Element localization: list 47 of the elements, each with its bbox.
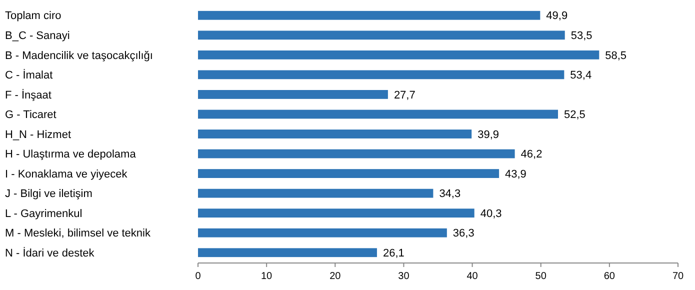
data-label: 49,9 [546, 10, 568, 22]
bar [198, 149, 515, 158]
x-tick-label: 0 [195, 271, 202, 282]
x-tick-label: 60 [604, 271, 616, 282]
x-tick-label: 10 [261, 271, 273, 282]
bar [198, 50, 600, 60]
y-tick-label: Toplam ciro [5, 10, 62, 22]
bar [198, 10, 540, 20]
x-tick-label: 40 [466, 271, 478, 282]
bar [198, 169, 500, 178]
y-tick-label: H - Ulaştırma ve depolama [5, 148, 137, 161]
bar [198, 228, 447, 238]
data-label: 36,3 [452, 228, 474, 240]
y-tick-label: L - Gayrimenkul [5, 208, 82, 220]
x-tick-label: 20 [330, 271, 342, 282]
data-label: 34,3 [439, 188, 461, 200]
y-tick-label: B - Madencilik ve taşocakçılığı [5, 50, 153, 62]
data-label: 52,5 [564, 109, 586, 122]
y-tick-label: H_N - Hizmet [5, 128, 72, 141]
data-label: 58,5 [605, 50, 627, 62]
y-tick-label: F - İnşaat [5, 88, 52, 102]
bar [198, 130, 472, 138]
x-tick-label: 30 [398, 271, 410, 282]
data-label: 27,7 [394, 89, 416, 102]
data-label: 43,9 [505, 168, 526, 180]
x-tick-label: 70 [672, 271, 684, 282]
data-label: 53,4 [570, 70, 592, 82]
data-label: 53,5 [570, 30, 592, 42]
y-tick-label: G - Ticaret [5, 109, 56, 122]
y-tick-label: B_C - Sanayi [5, 30, 70, 42]
y-tick-label: M - Mesleki, bilimsel ve teknik [5, 228, 151, 240]
data-label: 40,3 [480, 208, 502, 220]
x-tick-label: 50 [535, 271, 547, 282]
data-label: 26,1 [382, 247, 404, 260]
y-tick-label: N - İdari ve destek [5, 246, 95, 260]
data-label: 46,2 [520, 148, 542, 161]
bar [198, 70, 564, 80]
bar [198, 30, 565, 40]
y-tick-label: I - Konaklama ve yiyecek [5, 168, 128, 180]
bar [198, 110, 558, 119]
y-tick-label: J - Bilgi ve iletişim [5, 188, 92, 200]
bar [198, 208, 474, 218]
bar [198, 90, 388, 99]
y-tick-label: C - İmalat [5, 68, 53, 82]
bar [198, 248, 377, 258]
data-label: 39,9 [478, 128, 500, 141]
bar [198, 188, 434, 198]
